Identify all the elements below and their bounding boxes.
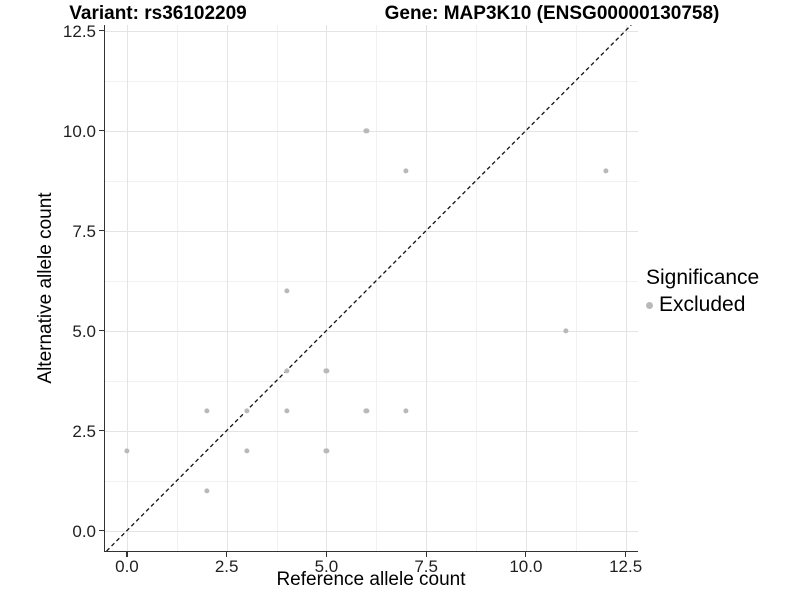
x-tick-label: 10.0 bbox=[509, 557, 543, 576]
data-point bbox=[403, 408, 409, 414]
y-tick-mark bbox=[99, 30, 104, 32]
data-point bbox=[204, 408, 210, 414]
y-tick-mark bbox=[99, 330, 104, 332]
x-tick-mark bbox=[226, 552, 228, 557]
x-tick-mark bbox=[525, 552, 527, 557]
y-tick-label: 0.0 bbox=[72, 521, 96, 541]
x-tick-mark bbox=[126, 552, 128, 557]
data-point bbox=[124, 448, 130, 454]
data-point bbox=[563, 328, 569, 334]
gridline-major-x bbox=[126, 25, 128, 551]
x-tick-mark bbox=[325, 552, 327, 557]
gridline-major-y bbox=[105, 230, 638, 232]
x-tick-label: 7.5 bbox=[414, 557, 438, 576]
x-axis-title: Reference allele count bbox=[276, 569, 466, 590]
gridline-minor-y bbox=[105, 180, 638, 182]
x-tick-mark bbox=[625, 552, 627, 557]
gridline-major-y bbox=[105, 430, 638, 432]
y-tick-label: 12.5 bbox=[62, 21, 96, 41]
x-tick-label: 0.0 bbox=[115, 557, 139, 576]
legend-title: Significance bbox=[646, 266, 760, 289]
gridline-major-y bbox=[105, 130, 638, 132]
data-point bbox=[363, 128, 369, 134]
data-point bbox=[244, 408, 250, 414]
data-point bbox=[283, 408, 290, 414]
y-axis-title: Alternative allele count bbox=[35, 192, 56, 384]
legend-item-excluded: Excluded bbox=[646, 293, 759, 317]
gridline-major-y bbox=[105, 330, 638, 332]
gridline-minor-x bbox=[276, 25, 278, 551]
x-tick-label: 5.0 bbox=[314, 557, 339, 576]
gridline-major-x bbox=[525, 25, 527, 551]
plot-title-variant: Variant: rs36102209 bbox=[69, 3, 247, 24]
data-point bbox=[403, 168, 409, 174]
gridline-minor-y bbox=[105, 480, 638, 482]
x-axis-line bbox=[103, 551, 638, 553]
y-tick-mark bbox=[99, 130, 104, 132]
identity-line bbox=[106, 25, 632, 551]
gridline-minor-x bbox=[176, 25, 178, 551]
gridline-minor-y bbox=[105, 80, 638, 82]
x-tick-label: 12.5 bbox=[609, 557, 643, 576]
gridline-major-y bbox=[105, 530, 638, 532]
gridline-major-x bbox=[326, 25, 328, 551]
y-tick-mark bbox=[99, 430, 104, 432]
y-tick-mark bbox=[99, 530, 104, 532]
gridline-minor-x bbox=[376, 25, 378, 551]
legend-item-label: Excluded bbox=[659, 293, 746, 316]
gridline-minor-x bbox=[476, 25, 478, 551]
data-point bbox=[323, 368, 329, 374]
gridline-major-x bbox=[226, 25, 228, 551]
gridline-minor-y bbox=[105, 380, 638, 382]
x-tick-label: 2.5 bbox=[214, 557, 239, 576]
plot-panel bbox=[105, 25, 638, 551]
gridline-minor-y bbox=[105, 280, 638, 282]
y-tick-label: 2.5 bbox=[72, 421, 96, 441]
data-point bbox=[323, 448, 329, 454]
gridline-major-y bbox=[105, 30, 638, 32]
y-axis-line bbox=[103, 25, 105, 552]
data-point bbox=[244, 448, 250, 454]
y-tick-label: 5.0 bbox=[72, 321, 96, 341]
gridline-minor-x bbox=[575, 25, 577, 551]
gridline-major-x bbox=[426, 25, 428, 551]
data-point bbox=[204, 488, 210, 494]
data-point bbox=[603, 168, 609, 174]
y-tick-label: 10.0 bbox=[62, 121, 96, 141]
legend: Significance Excluded bbox=[646, 266, 759, 317]
gridline-major-x bbox=[625, 25, 627, 551]
legend-key-dot-icon bbox=[646, 301, 653, 309]
x-tick-mark bbox=[425, 552, 427, 557]
y-tick-label: 7.5 bbox=[72, 221, 96, 241]
data-point bbox=[283, 368, 290, 374]
data-point bbox=[363, 408, 369, 414]
plot-title-gene: Gene: MAP3K10 (ENSG00000130758) bbox=[384, 3, 720, 24]
y-tick-mark bbox=[99, 230, 104, 232]
data-point bbox=[283, 288, 290, 294]
